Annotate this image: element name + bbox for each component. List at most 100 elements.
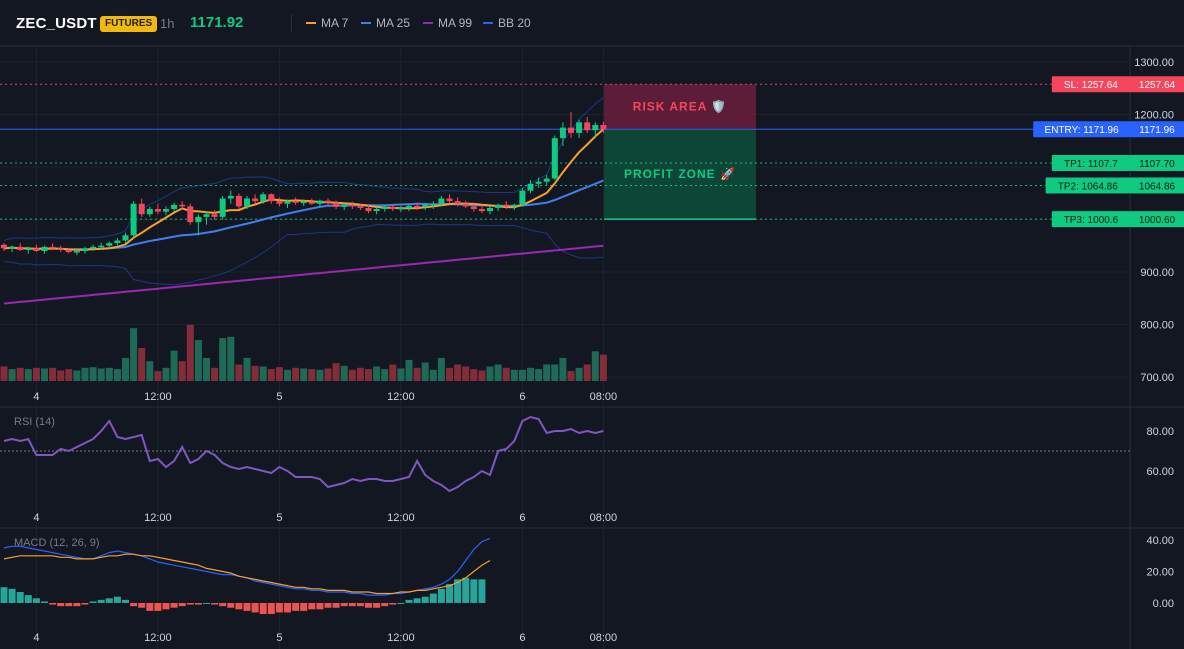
candle-body[interactable]: [227, 195, 234, 199]
candle-body[interactable]: [341, 204, 348, 207]
candle-body[interactable]: [154, 209, 161, 212]
candle-body[interactable]: [414, 205, 421, 208]
volume-bar: [494, 364, 502, 381]
candle-body[interactable]: [106, 243, 113, 246]
candle-body[interactable]: [430, 203, 437, 206]
candle-body[interactable]: [543, 178, 550, 182]
candle-body[interactable]: [389, 206, 396, 209]
candle-body[interactable]: [454, 201, 461, 204]
candle-body[interactable]: [211, 214, 218, 217]
candle-body[interactable]: [357, 206, 364, 208]
candle-body[interactable]: [381, 206, 388, 209]
macd-histogram-bar: [389, 603, 397, 605]
macd-histogram-bar: [300, 603, 308, 611]
symbol-name[interactable]: ZEC_USDT: [16, 15, 97, 32]
candle-body[interactable]: [600, 125, 607, 130]
candle-body[interactable]: [349, 204, 356, 207]
candle-body[interactable]: [284, 201, 291, 204]
candle-body[interactable]: [171, 204, 178, 209]
candle-body[interactable]: [325, 200, 331, 203]
candle-body[interactable]: [73, 251, 80, 253]
candle-body[interactable]: [495, 204, 502, 208]
candle-body[interactable]: [308, 201, 315, 204]
legend-ma25[interactable]: MA 25: [361, 16, 410, 30]
legend-ma7[interactable]: MA 7: [306, 16, 348, 30]
candle-body[interactable]: [252, 198, 259, 202]
candle-body[interactable]: [122, 235, 129, 241]
candle-body[interactable]: [219, 198, 226, 217]
candle-body[interactable]: [559, 127, 566, 139]
candle-body[interactable]: [300, 201, 307, 204]
candle-body[interactable]: [33, 248, 40, 251]
candle-body[interactable]: [397, 207, 404, 210]
candle-body[interactable]: [163, 209, 169, 212]
volume-bar: [454, 364, 462, 381]
legend-bb20[interactable]: BB 20: [483, 16, 531, 30]
interval-label[interactable]: 1h: [160, 16, 175, 31]
candle-body[interactable]: [17, 246, 24, 250]
candle-body[interactable]: [90, 246, 97, 249]
candle-body[interactable]: [568, 127, 574, 133]
candle-body[interactable]: [487, 207, 493, 212]
candle-body[interactable]: [244, 198, 250, 207]
candle-body[interactable]: [25, 248, 32, 250]
candle-body[interactable]: [114, 240, 121, 244]
candle-body[interactable]: [422, 204, 429, 207]
macd-histogram-bar: [373, 603, 381, 608]
candle-body[interactable]: [268, 194, 275, 202]
volume-bar: [446, 367, 453, 381]
volume-bar: [292, 367, 300, 381]
candle-body[interactable]: [187, 206, 194, 223]
candle-body[interactable]: [527, 183, 534, 191]
candle-body[interactable]: [235, 195, 242, 207]
candle-body[interactable]: [82, 248, 88, 251]
level-axis-text-tp2: 1064.86: [1139, 181, 1176, 192]
candle-body[interactable]: [551, 138, 558, 179]
candle-body[interactable]: [146, 209, 153, 215]
candle-body[interactable]: [462, 203, 469, 207]
candle-body[interactable]: [470, 206, 477, 209]
volume-bar: [421, 362, 429, 381]
price-tick-label: 1200.00: [1134, 110, 1174, 122]
candle-body[interactable]: [316, 200, 323, 204]
candle-body[interactable]: [503, 204, 510, 207]
candle-body[interactable]: [41, 246, 48, 251]
candle-body[interactable]: [438, 198, 445, 204]
candle-body[interactable]: [57, 248, 64, 250]
candlesticks[interactable]: [1, 111, 607, 256]
candle-body[interactable]: [511, 204, 518, 207]
candle-body[interactable]: [179, 204, 186, 207]
candle-body[interactable]: [9, 246, 16, 249]
level-axis-text-tp1: 1107.70: [1139, 159, 1175, 170]
candle-body[interactable]: [98, 245, 105, 248]
candle-body[interactable]: [203, 214, 210, 217]
candle-body[interactable]: [373, 209, 380, 212]
candle-body[interactable]: [276, 201, 283, 204]
candle-body[interactable]: [292, 201, 299, 203]
candle-body[interactable]: [406, 205, 412, 208]
candle-body[interactable]: [592, 125, 599, 131]
candle-body[interactable]: [576, 122, 583, 133]
candle-body[interactable]: [130, 203, 137, 236]
candle-body[interactable]: [584, 122, 591, 131]
candle-body[interactable]: [195, 216, 202, 223]
candle-body[interactable]: [478, 209, 485, 212]
candle-body[interactable]: [519, 190, 526, 205]
candle-body[interactable]: [138, 203, 145, 215]
candle-body[interactable]: [333, 202, 340, 207]
volume-bar: [162, 367, 170, 381]
candle-body[interactable]: [365, 207, 372, 212]
candle-body[interactable]: [446, 198, 453, 202]
volume-bar: [543, 364, 551, 381]
candle-body[interactable]: [1, 244, 7, 249]
legend-ma99[interactable]: MA 99: [423, 16, 472, 30]
bollinger-bands: [3, 97, 604, 286]
candle-body[interactable]: [65, 249, 72, 253]
candle-body[interactable]: [49, 246, 56, 249]
candle-body[interactable]: [535, 181, 542, 184]
macd-histogram-bar: [292, 603, 300, 611]
candle-body[interactable]: [260, 194, 267, 202]
volume-bar: [259, 366, 267, 381]
x-tick-label: 4: [33, 512, 39, 524]
